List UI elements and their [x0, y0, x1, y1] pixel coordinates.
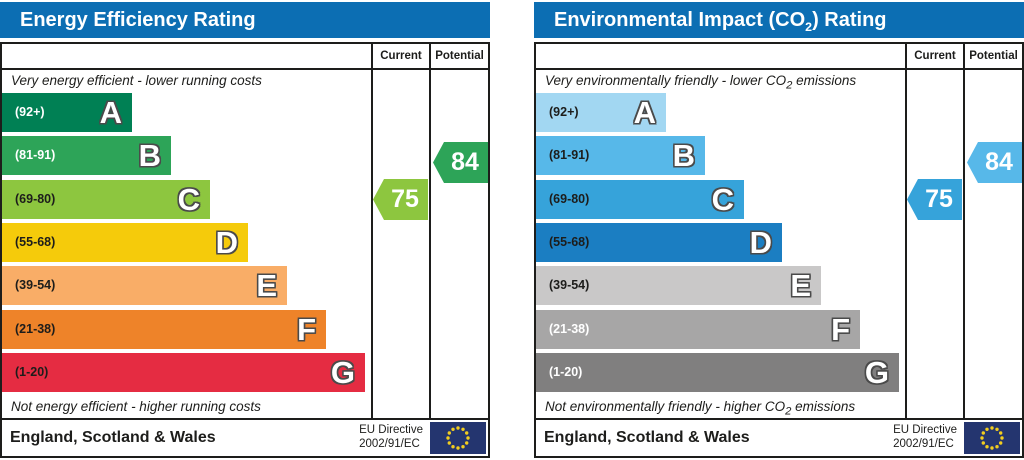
band-letter: A [99, 95, 122, 130]
chart-title-text: Energy Efficiency Rating [20, 9, 256, 31]
region-label: England, Scotland & Wales [544, 429, 750, 446]
band-range-label: (81-91) [549, 148, 590, 162]
table-footer: England, Scotland & Wales EU Directive 2… [536, 418, 1022, 456]
eu-directive-line1: EU Directive [893, 424, 957, 437]
bottom-caption-text: Not environmentally friendly - higher CO [545, 399, 786, 414]
bottom-caption-tail: emissions [791, 399, 856, 414]
top-caption-subscript: 2 [786, 79, 793, 92]
chart-title-subscript: 2 [805, 20, 813, 34]
current-rating-arrow: 75 [907, 179, 962, 220]
chart-title: Energy Efficiency Rating [0, 2, 490, 38]
eu-directive-line1: EU Directive [359, 424, 423, 437]
band-range-label: (69-80) [15, 192, 56, 206]
band-letter: F [831, 312, 850, 347]
header-divider [2, 68, 488, 70]
chart-title-text: Environmental Impact (CO [554, 9, 806, 31]
top-caption-text: Very environmentally friendly - lower CO [545, 73, 787, 88]
region-label: England, Scotland & Wales [10, 429, 216, 446]
current-rating-arrow: 75 [373, 179, 428, 220]
rating-band-f: (21-38) F [2, 310, 326, 349]
top-caption: Very energy efficient - lower running co… [11, 71, 368, 91]
rating-band-b: (81-91) B [2, 136, 171, 175]
top-caption-text: Very energy efficient - lower running co… [11, 73, 262, 88]
bottom-caption: Not energy efficient - higher running co… [11, 397, 368, 417]
top-caption-tail: emissions [792, 73, 857, 88]
bottom-caption-subscript: 2 [785, 405, 792, 418]
band-letter: B [672, 138, 695, 173]
eu-directive-label: EU Directive 2002/91/EC [893, 424, 957, 452]
band-range-label: (92+) [15, 105, 45, 119]
potential-rating-arrow: 84 [433, 142, 488, 183]
eu-directive-line2: 2002/91/EC [893, 438, 954, 450]
chart-title: Environmental Impact (CO2) Rating [534, 2, 1024, 38]
band-letter: D [749, 225, 772, 260]
eu-directive-line2: 2002/91/EC [359, 438, 420, 450]
band-range-label: (39-54) [15, 278, 56, 292]
band-letter: C [711, 182, 734, 217]
potential-rating-value: 84 [451, 148, 479, 176]
eu-directive-label: EU Directive 2002/91/EC [359, 424, 423, 452]
band-letter: A [633, 95, 656, 130]
band-letter: G [864, 355, 889, 390]
eu-flag-icon [964, 422, 1020, 454]
band-letter: F [297, 312, 316, 347]
band-letter: G [330, 355, 355, 390]
current-column-header: Current [380, 50, 422, 62]
rating-band-d: (55-68) D [536, 223, 782, 262]
band-range-label: (69-80) [549, 192, 590, 206]
rating-band-a: (92+) A [536, 93, 666, 132]
eu-flag-icon [430, 422, 486, 454]
potential-column-header: Potential [969, 50, 1018, 62]
band-range-label: (39-54) [549, 278, 590, 292]
band-letter: E [256, 268, 277, 303]
rating-band-e: (39-54) E [2, 266, 287, 305]
rating-table: Current Potential Very environmentally f… [534, 42, 1024, 458]
band-range-label: (55-68) [549, 235, 590, 249]
rating-band-g: (1-20) G [2, 353, 365, 392]
potential-rating-value: 84 [985, 148, 1013, 176]
band-range-label: (21-38) [549, 322, 590, 336]
chart-title-tail: ) Rating [812, 9, 887, 31]
rating-band-f: (21-38) F [536, 310, 860, 349]
column-divider [429, 44, 431, 420]
rating-table: Current Potential Very energy efficient … [0, 42, 490, 458]
band-letter: C [177, 182, 200, 217]
rating-band-c: (69-80) C [2, 180, 210, 219]
band-range-label: (55-68) [15, 235, 56, 249]
band-letter: E [790, 268, 811, 303]
band-range-label: (21-38) [15, 322, 56, 336]
band-letter: B [138, 138, 161, 173]
rating-band-b: (81-91) B [536, 136, 705, 175]
energy-efficiency-chart: Energy Efficiency Rating Current Potenti… [0, 0, 490, 460]
band-range-label: (1-20) [549, 365, 583, 379]
table-footer: England, Scotland & Wales EU Directive 2… [2, 418, 488, 456]
rating-band-e: (39-54) E [536, 266, 821, 305]
environmental-impact-chart: Environmental Impact (CO2) Rating Curren… [534, 0, 1024, 460]
potential-column-header: Potential [435, 50, 484, 62]
header-divider [536, 68, 1022, 70]
current-rating-value: 75 [925, 185, 953, 213]
potential-rating-arrow: 84 [967, 142, 1022, 183]
top-caption: Very environmentally friendly - lower CO… [545, 71, 902, 92]
bottom-caption: Not environmentally friendly - higher CO… [545, 397, 902, 418]
current-column-header: Current [914, 50, 956, 62]
band-range-label: (92+) [549, 105, 579, 119]
band-range-label: (81-91) [15, 148, 56, 162]
column-divider [963, 44, 965, 420]
rating-bands: (92+) A (81-91) B (69-80) C (55-68) D (39-54) E (2… [536, 93, 905, 396]
rating-band-c: (69-80) C [536, 180, 744, 219]
rating-band-a: (92+) A [2, 93, 132, 132]
rating-band-g: (1-20) G [536, 353, 899, 392]
current-rating-value: 75 [391, 185, 419, 213]
rating-bands: (92+) A (81-91) B (69-80) C (55-68) D (39-54) E (2… [2, 93, 371, 396]
band-range-label: (1-20) [15, 365, 49, 379]
band-letter: D [215, 225, 238, 260]
column-divider [905, 44, 907, 420]
bottom-caption-text: Not energy efficient - higher running co… [11, 399, 261, 414]
column-divider [371, 44, 373, 420]
rating-band-d: (55-68) D [2, 223, 248, 262]
